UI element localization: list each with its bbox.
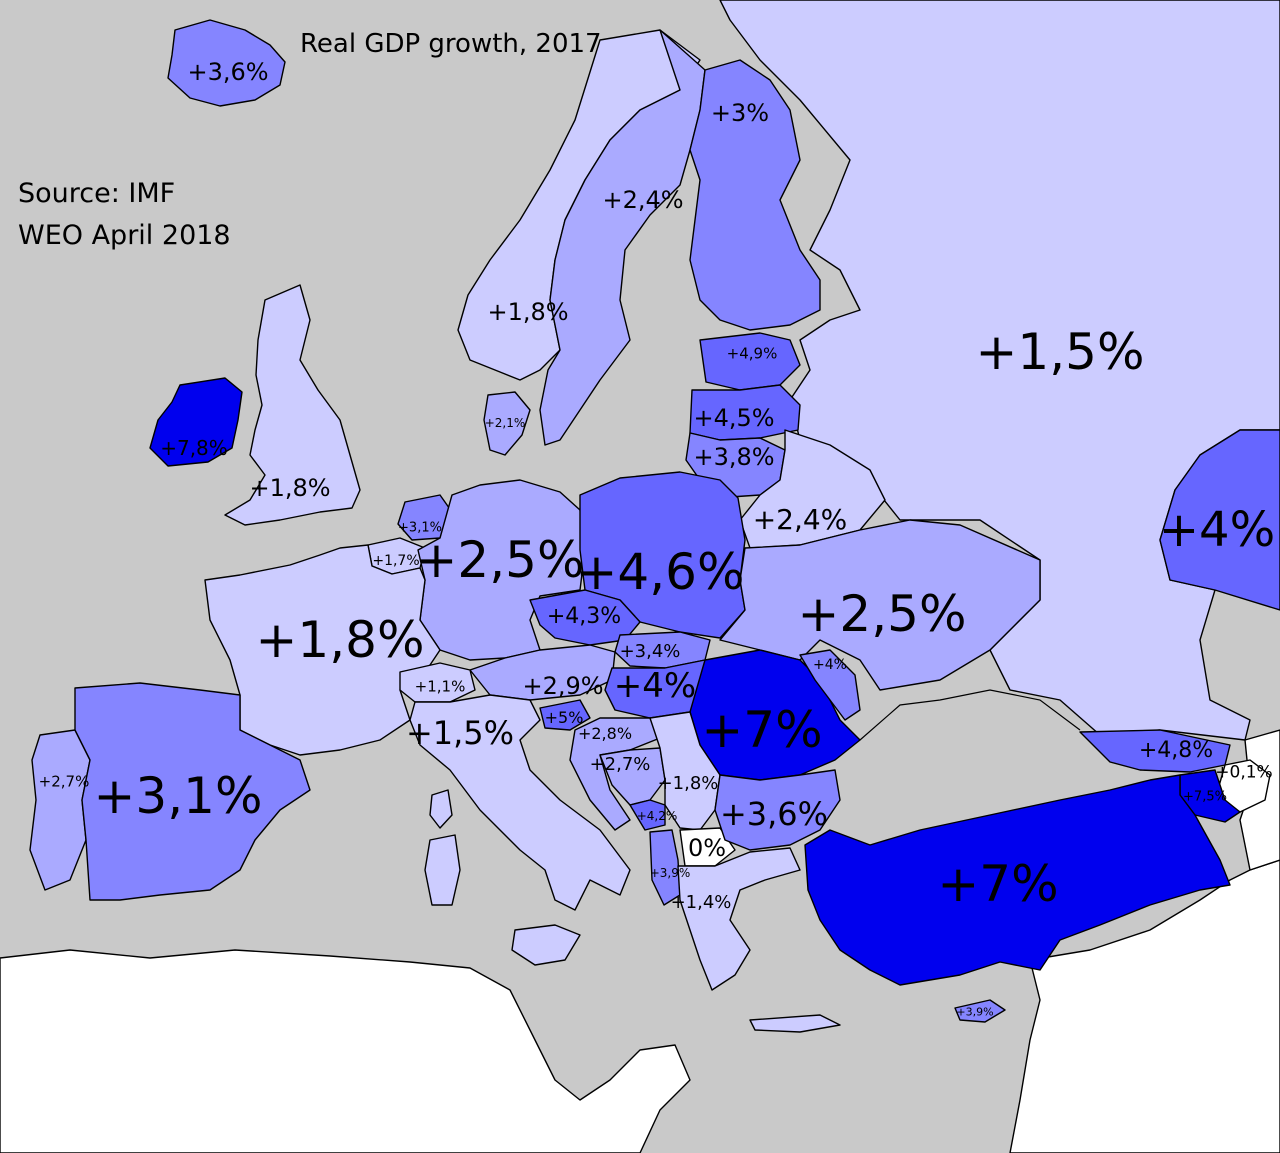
label-switzerland: +1,1% bbox=[414, 677, 466, 696]
moldova-region bbox=[799, 649, 861, 721]
label-norway: +1,8% bbox=[487, 298, 569, 326]
label-albania: +3,9% bbox=[649, 866, 691, 880]
label-belarus: +2,4% bbox=[752, 503, 848, 536]
label-france: +1,8% bbox=[255, 611, 425, 669]
label-moldova: +4% bbox=[813, 657, 847, 673]
label-bulgaria: +3,6% bbox=[719, 795, 829, 833]
label-russia: +1,5% bbox=[975, 323, 1145, 381]
cyprus-region bbox=[954, 999, 1006, 1023]
label-austria: +2,9% bbox=[522, 672, 604, 700]
label-belgium: +1,7% bbox=[372, 553, 420, 569]
montenegro-region bbox=[629, 799, 666, 831]
label-bosnia: +2,7% bbox=[589, 754, 651, 775]
label-cyprus: +3,9% bbox=[956, 1005, 994, 1019]
iceland-region bbox=[167, 19, 286, 107]
turkey-region bbox=[804, 774, 1231, 986]
middle-east-land bbox=[1009, 859, 1280, 1153]
label-estonia: +4,9% bbox=[726, 344, 778, 363]
label-greece: +1,4% bbox=[670, 892, 732, 913]
label-kazakhstan: +4% bbox=[1158, 502, 1276, 558]
label-georgia: +4,8% bbox=[1138, 738, 1214, 763]
label-denmark: +2,1% bbox=[484, 416, 526, 430]
sicily-region bbox=[511, 924, 581, 966]
label-hungary: +4% bbox=[613, 666, 697, 706]
denmark-region bbox=[483, 391, 531, 456]
label-czech: +4,3% bbox=[546, 604, 622, 629]
crete-region bbox=[749, 1014, 841, 1033]
spain-region bbox=[74, 682, 311, 901]
north-africa-land bbox=[0, 949, 691, 1153]
label-portugal: +2,7% bbox=[38, 772, 90, 791]
kazakhstan-region bbox=[1159, 429, 1280, 611]
label-netherlands: +3,1% bbox=[398, 520, 442, 536]
georgia-region bbox=[1079, 729, 1231, 773]
source-line-2: WEO April 2018 bbox=[18, 220, 231, 251]
label-romania: +7% bbox=[701, 701, 823, 759]
sweden-region bbox=[539, 29, 706, 446]
label-armenia: +7,5% bbox=[1183, 789, 1227, 805]
label-iceland: +3,6% bbox=[187, 58, 269, 86]
label-montenegro: +4,2% bbox=[636, 809, 678, 823]
bosnia-region bbox=[599, 747, 666, 806]
source-line-1: Source: IMF bbox=[18, 178, 176, 209]
label-latvia: +4,5% bbox=[693, 404, 775, 432]
label-germany: +2,5% bbox=[415, 531, 585, 589]
label-sweden: +2,4% bbox=[602, 186, 684, 214]
label-finland: +3% bbox=[710, 99, 770, 127]
ireland-region bbox=[149, 377, 243, 467]
label-slovenia: +5% bbox=[544, 708, 584, 727]
switzerland-region bbox=[399, 662, 476, 703]
label-turkey: +7% bbox=[937, 855, 1059, 913]
france-region bbox=[204, 544, 441, 756]
ukraine-region bbox=[719, 519, 1041, 691]
bulgaria-region bbox=[714, 769, 841, 851]
label-lithuania: +3,8% bbox=[693, 443, 775, 471]
label-ireland: +7,8% bbox=[160, 436, 228, 460]
corsica-region bbox=[429, 789, 453, 829]
finland-region bbox=[689, 59, 821, 331]
italy-region bbox=[409, 694, 631, 911]
germany-region bbox=[417, 479, 586, 661]
map-title: Real GDP growth, 2017 bbox=[300, 29, 602, 59]
label-macedonia: 0% bbox=[687, 834, 727, 862]
estonia-region bbox=[699, 332, 801, 391]
label-slovakia: +3,4% bbox=[619, 641, 681, 662]
croatia-region bbox=[569, 717, 661, 831]
label-spain: +3,1% bbox=[93, 767, 263, 825]
black-sea-coastline bbox=[859, 689, 1081, 741]
macedonia-region bbox=[679, 827, 736, 867]
uk-region bbox=[224, 284, 361, 526]
greece-region bbox=[677, 847, 801, 991]
label-serbia: +1,8% bbox=[657, 773, 719, 794]
label-croatia: +2,8% bbox=[577, 724, 633, 743]
label-poland: +4,6% bbox=[575, 543, 745, 601]
label-italy: +1,5% bbox=[405, 714, 515, 752]
sardinia-region bbox=[424, 834, 461, 906]
slovenia-region bbox=[539, 699, 591, 731]
label-azerbaijan: +0,1% bbox=[1215, 762, 1273, 783]
label-ukraine: +2,5% bbox=[797, 585, 967, 643]
label-uk: +1,8% bbox=[249, 474, 331, 502]
